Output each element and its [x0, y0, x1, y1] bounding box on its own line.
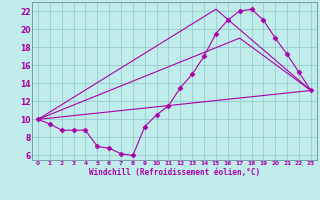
- X-axis label: Windchill (Refroidissement éolien,°C): Windchill (Refroidissement éolien,°C): [89, 168, 260, 177]
